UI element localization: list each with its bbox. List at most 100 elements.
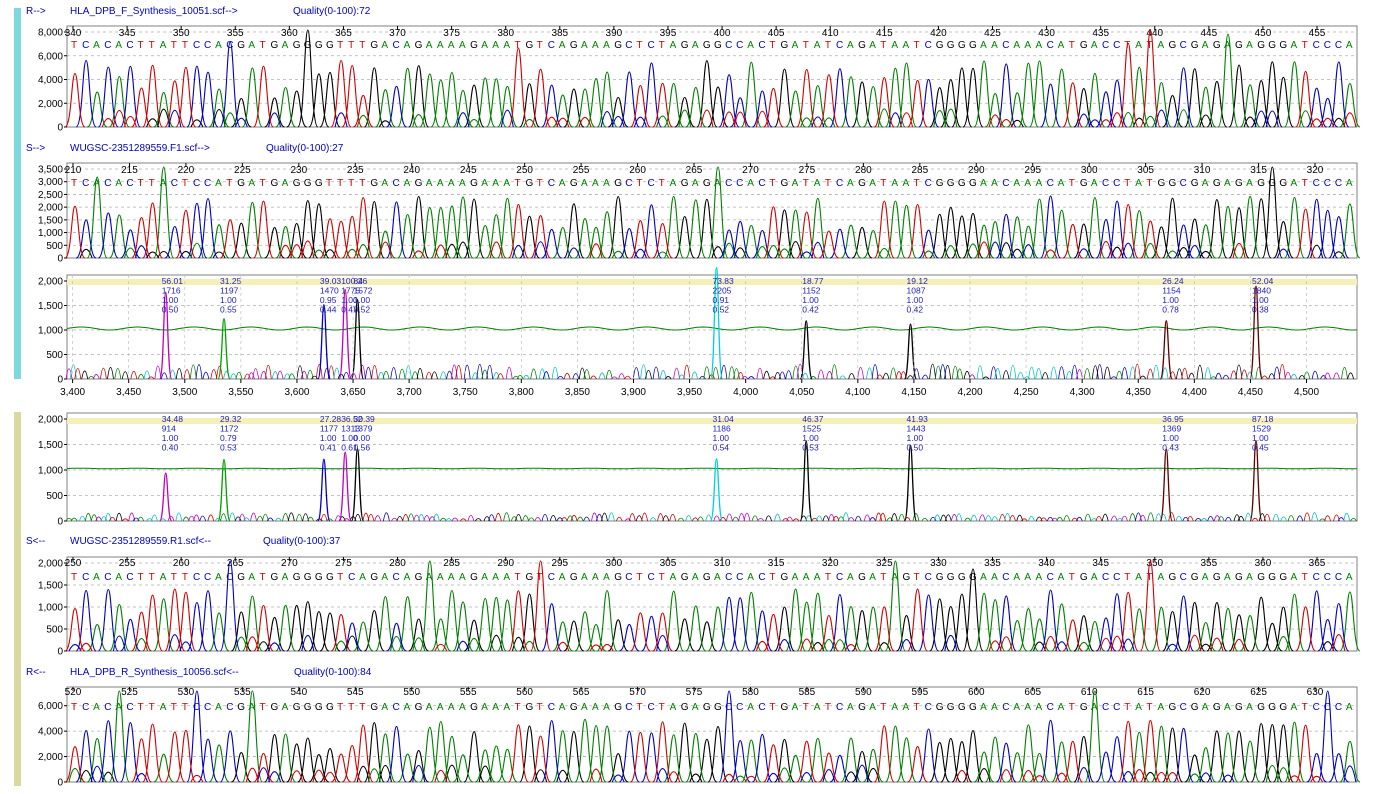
noise-peak xyxy=(645,369,652,380)
noise-peak xyxy=(785,370,793,380)
noise-peak xyxy=(488,514,495,522)
base-call: G xyxy=(969,40,977,51)
noise-peak xyxy=(1101,513,1109,522)
position-label: 340 xyxy=(1038,558,1055,569)
base-call: A xyxy=(503,572,510,583)
noise-peak xyxy=(837,516,845,522)
position-label: 210 xyxy=(65,165,82,176)
base-call: A xyxy=(670,702,677,713)
noise-peak xyxy=(1194,517,1202,522)
base-call: T xyxy=(171,40,177,51)
noise-peak xyxy=(248,372,255,380)
base-call: G xyxy=(1279,178,1287,189)
base-call: T xyxy=(914,572,920,583)
base-call: T xyxy=(514,40,520,51)
position-label: 445 xyxy=(1201,28,1218,39)
noise-peak xyxy=(450,364,458,380)
noise-peak xyxy=(817,369,825,380)
peak-annotation: 1.00 xyxy=(341,433,358,443)
base-call: A xyxy=(404,40,411,51)
noise-peak xyxy=(445,518,453,522)
base-call: C xyxy=(925,178,932,189)
base-call: G xyxy=(858,178,866,189)
noise-peak xyxy=(1278,364,1286,380)
y-tick-label: 2,000 xyxy=(38,415,63,426)
position-label: 215 xyxy=(121,165,138,176)
position-label: 630 xyxy=(1307,687,1324,698)
position-label: 380 xyxy=(497,28,514,39)
base-call: A xyxy=(792,178,799,189)
noise-peak xyxy=(541,513,549,522)
base-call: A xyxy=(847,702,854,713)
trace-C xyxy=(75,41,1350,128)
y-tick-label: 4,000 xyxy=(38,727,63,738)
base-call: C xyxy=(836,702,843,713)
noise-peak xyxy=(1146,368,1154,380)
base-call: A xyxy=(437,40,444,51)
noise-peak xyxy=(497,373,504,380)
peak-annotation: 1152 xyxy=(802,286,821,296)
noise-peak xyxy=(343,518,350,522)
position-label: 415 xyxy=(876,28,893,39)
base-call: G xyxy=(526,178,534,189)
base-call: C xyxy=(925,702,932,713)
y-tick-label: 2,000 xyxy=(38,277,63,288)
base-call: A xyxy=(692,178,699,189)
noise-peak xyxy=(463,364,471,380)
base-call: A xyxy=(747,178,754,189)
trace-A xyxy=(68,690,1361,783)
base-call: G xyxy=(315,702,323,713)
noise-peak xyxy=(147,376,155,380)
trace-header-2[interactable]: S--> WUGSC-2351289559.F1.scf--> Quality(… xyxy=(26,143,343,154)
y-tick-label: 1,000 xyxy=(38,326,63,337)
noise-peak xyxy=(396,516,404,522)
base-call: A xyxy=(592,178,599,189)
difference-peak xyxy=(350,298,365,380)
base-call: C xyxy=(104,572,111,583)
base-call: A xyxy=(282,702,289,713)
y-tick-label: 3,500 xyxy=(38,165,63,176)
noise-peak xyxy=(1041,372,1049,380)
base-call: G xyxy=(470,702,478,713)
noise-peak xyxy=(641,512,648,522)
base-call: C xyxy=(1047,40,1054,51)
peak-annotation: 0.47 xyxy=(341,305,358,315)
base-call: A xyxy=(93,702,100,713)
noise-peak xyxy=(557,376,564,380)
difference-peak xyxy=(159,291,173,380)
base-call: A xyxy=(481,40,488,51)
noise-peak xyxy=(467,514,475,522)
base-call: G xyxy=(470,178,478,189)
position-label: 400 xyxy=(714,28,731,39)
peak-annotation: 1.00 xyxy=(802,295,819,305)
base-call: C xyxy=(82,702,89,713)
base-call: A xyxy=(1224,572,1231,583)
trace-A xyxy=(86,560,1361,652)
base-call: T xyxy=(659,178,665,189)
noise-peak xyxy=(260,370,268,380)
base-call: A xyxy=(459,40,466,51)
base-call: G xyxy=(1235,178,1243,189)
base-call: G xyxy=(1235,702,1243,713)
position-label: 260 xyxy=(173,558,190,569)
position-label: 265 xyxy=(686,165,703,176)
peak-annotation: 1.00 xyxy=(802,433,819,443)
trace-header-1[interactable]: R--> HLA_DPB_F_Synthesis_10051.scf--> Qu… xyxy=(26,6,370,17)
noise-peak xyxy=(1096,364,1104,380)
noise-peak xyxy=(863,514,871,522)
trace-G xyxy=(230,568,1335,652)
base-call: G xyxy=(470,40,478,51)
noise-peak xyxy=(1200,518,1208,522)
base-call: A xyxy=(1091,178,1098,189)
base-call: C xyxy=(1002,178,1009,189)
trace-header-5[interactable]: S<-- WUGSC-2351289559.R1.scf<-- Quality(… xyxy=(26,536,340,547)
noise-peak xyxy=(1020,518,1028,522)
noise-peak xyxy=(605,369,613,380)
trace-header-6[interactable]: R<-- HLA_DPB_R_Synthesis_10056.scf<-- Qu… xyxy=(26,667,371,678)
base-call: T xyxy=(636,40,642,51)
base-call: A xyxy=(282,178,289,189)
noise-peak xyxy=(374,515,382,522)
noise-peak xyxy=(1237,515,1245,522)
base-call: A xyxy=(215,702,222,713)
